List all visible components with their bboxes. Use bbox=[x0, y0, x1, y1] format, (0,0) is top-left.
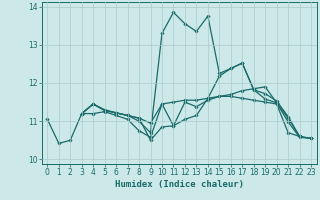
X-axis label: Humidex (Indice chaleur): Humidex (Indice chaleur) bbox=[115, 180, 244, 189]
